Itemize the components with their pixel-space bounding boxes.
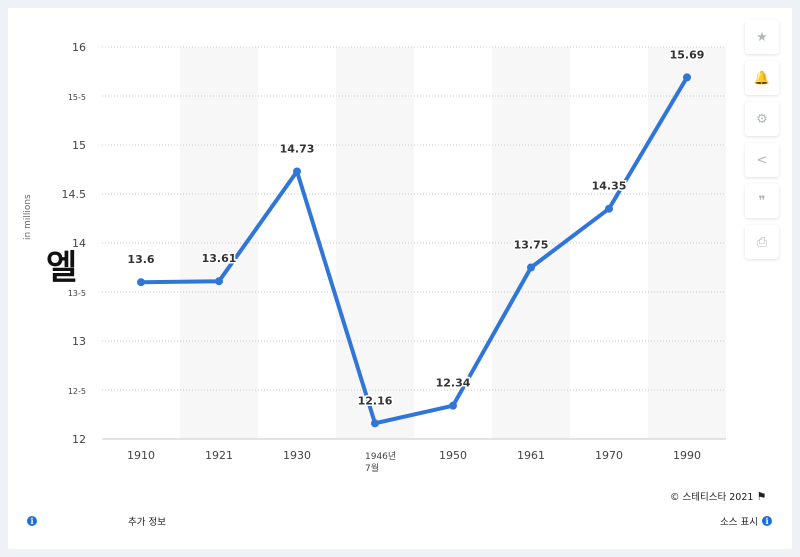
x-tick-label: 1961: [517, 449, 545, 462]
share-icon: <: [756, 152, 768, 168]
data-label: 14.35: [592, 180, 627, 193]
data-label: 13.75: [514, 239, 549, 252]
notification-button[interactable]: 🔔: [745, 61, 779, 95]
y-axis-label: in millions: [23, 194, 33, 240]
cite-button[interactable]: ❞: [745, 184, 779, 218]
additional-info-link[interactable]: 추가 정보: [128, 517, 166, 528]
data-label: 13.61: [202, 252, 237, 265]
y-tick-label: 12: [72, 433, 86, 446]
x-tick-label: 1930: [283, 449, 311, 462]
data-point: [371, 419, 379, 428]
y-tick-label: 12-5: [68, 387, 86, 396]
share-button[interactable]: <: [745, 143, 779, 177]
data-point: [449, 401, 457, 410]
data-point: [527, 263, 535, 272]
bell-icon: 🔔: [753, 70, 771, 86]
gear-icon: ⚙: [756, 111, 768, 127]
x-tick-label: 1946년: [365, 451, 396, 462]
info-icon[interactable]: i: [27, 516, 37, 526]
settings-button[interactable]: ⚙: [745, 102, 779, 136]
copyright-text: © 스테티스타 2021 ⚑: [670, 489, 766, 503]
y-tick-label: 14: [72, 237, 86, 250]
y-tick-label: 15-5: [68, 93, 86, 102]
copyright-label: © 스테티스타 2021: [670, 492, 754, 503]
quote-icon: ❞: [758, 193, 766, 209]
x-tick-label: 1921: [205, 449, 233, 462]
print-icon: ⎙: [756, 234, 768, 250]
series-line: [139, 75, 689, 426]
x-tick-label: 7월: [365, 462, 379, 474]
data-label: 14.73: [280, 142, 315, 155]
print-button[interactable]: ⎙: [745, 225, 779, 259]
y-tick-label: 13-5: [68, 289, 86, 298]
x-tick-label: 1910: [127, 449, 155, 462]
data-label: 12.16: [358, 394, 393, 407]
x-tick-label: 1950: [439, 449, 467, 462]
data-label: 15.69: [670, 48, 705, 61]
x-tick-label: 1990: [673, 449, 701, 462]
data-point: [605, 204, 613, 213]
y-tick-label: 16: [72, 41, 86, 54]
y-tick-label: 13: [72, 335, 86, 348]
favorite-button[interactable]: ★: [745, 20, 779, 54]
y-tick-label: 14.5: [62, 188, 87, 201]
flag-icon: ⚑: [756, 490, 767, 503]
star-icon: ★: [756, 29, 768, 45]
data-label: 12.34: [436, 377, 471, 390]
data-point: [215, 277, 223, 286]
data-point: [683, 73, 691, 82]
x-tick-label: 1970: [595, 449, 623, 462]
y-tick-label: 15: [72, 139, 86, 152]
y-axis-overlay-glyph: 엘: [46, 248, 78, 288]
data-point: [293, 167, 301, 176]
data-label: 13.6: [127, 253, 154, 266]
data-point: [137, 278, 145, 287]
source-info-icon[interactable]: i: [762, 516, 772, 526]
show-source-link[interactable]: 소스 표시: [720, 517, 758, 528]
